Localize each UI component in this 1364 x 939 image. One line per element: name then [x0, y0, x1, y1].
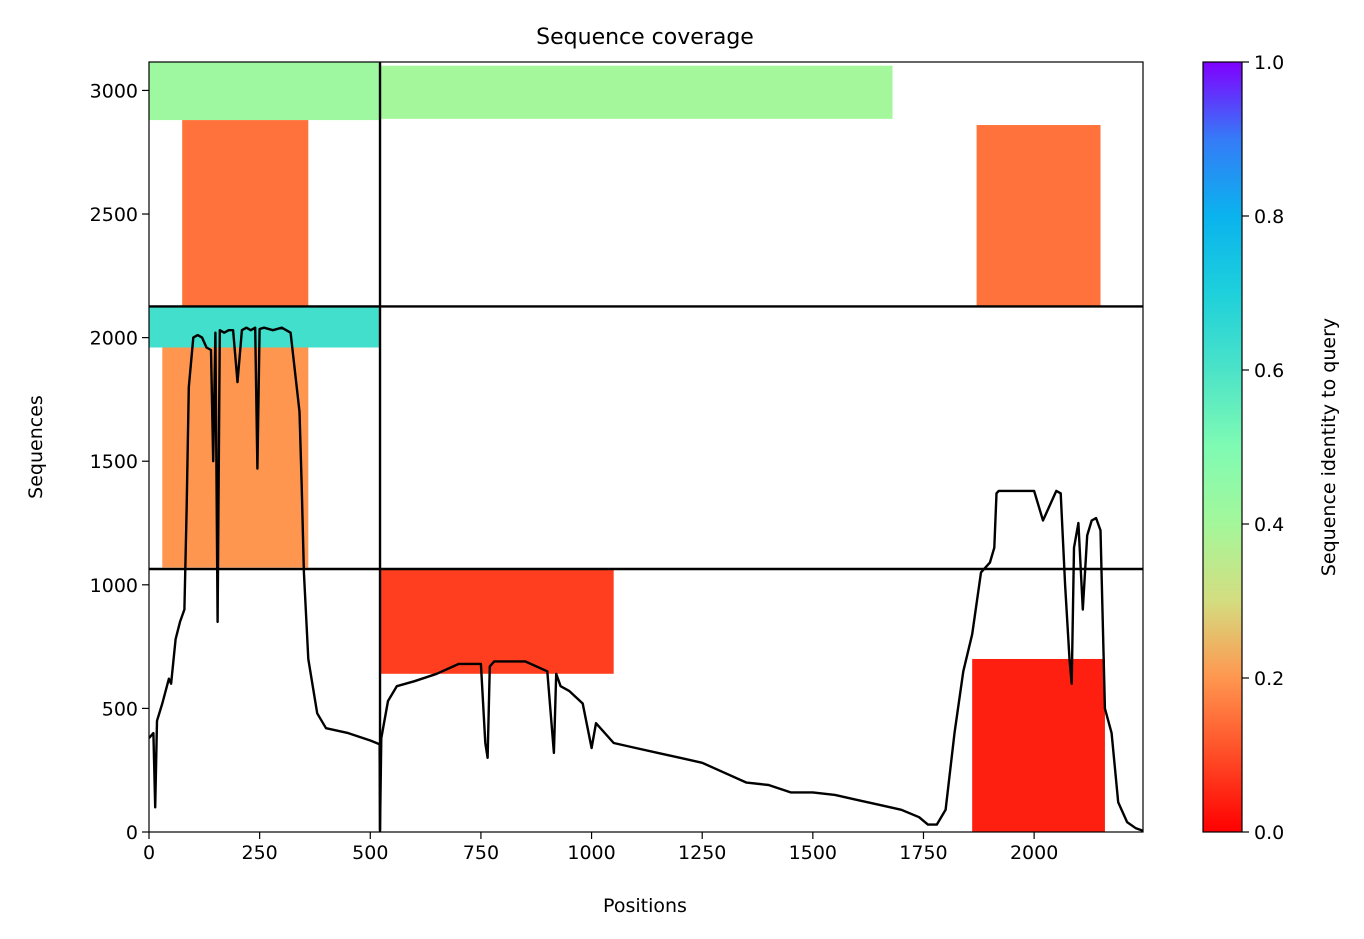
colorbar-tick-label: 0.2	[1254, 668, 1284, 690]
colorbar-tick-label: 0.8	[1254, 206, 1284, 228]
chart-title: Sequence coverage	[536, 25, 754, 50]
y-axis-label: Sequences	[25, 395, 47, 499]
x-tick-label: 0	[143, 842, 155, 864]
x-axis: 0 250 500 750 1000 1250 1500 1750 2000	[143, 832, 1058, 864]
coverage-block	[972, 658, 1105, 832]
colorbar: 0.0 0.2 0.4 0.6 0.8 1.0 Sequence identity to …	[1202, 52, 1340, 844]
coverage-block	[182, 120, 309, 306]
section-boundaries	[149, 62, 1143, 832]
y-tick-label: 500	[102, 698, 138, 720]
x-tick-label: 1000	[567, 842, 615, 864]
colorbar-tick-label: 0.6	[1254, 360, 1284, 382]
x-tick-label: 1250	[678, 842, 726, 864]
coverage-block	[380, 568, 614, 674]
colorbar-bar	[1202, 61, 1243, 833]
y-tick-label: 1500	[90, 451, 138, 473]
x-tick-label: 1500	[789, 842, 837, 864]
y-tick-label: 2500	[90, 204, 138, 226]
coverage-blocks	[149, 62, 1105, 832]
colorbar-tick-label: 1.0	[1254, 52, 1284, 74]
x-tick-label: 500	[352, 842, 388, 864]
coverage-block	[976, 125, 1101, 306]
x-tick-label: 250	[242, 842, 278, 864]
colorbar-label: Sequence identity to query	[1318, 318, 1340, 576]
x-tick-label: 750	[463, 842, 499, 864]
plot-area	[148, 61, 1144, 833]
colorbar-tick-label: 0.4	[1254, 514, 1284, 536]
x-axis-label: Positions	[603, 895, 687, 917]
x-tick-label: 2000	[1010, 842, 1058, 864]
y-axis: 0 500 1000 1500 2000 2500 3000	[90, 80, 149, 844]
coverage-block	[380, 65, 893, 119]
coverage-line	[149, 326, 1143, 832]
colorbar-tick-label: 0.0	[1254, 822, 1284, 844]
x-tick-label: 1750	[899, 842, 947, 864]
colorbar-ticks: 0.0 0.2 0.4 0.6 0.8 1.0	[1242, 52, 1284, 844]
y-tick-label: 0	[126, 822, 138, 844]
y-tick-label: 3000	[90, 80, 138, 102]
coverage-block	[149, 62, 381, 121]
y-tick-label: 1000	[90, 575, 138, 597]
y-tick-label: 2000	[90, 328, 138, 350]
coverage-block	[162, 347, 309, 568]
plot-frame	[148, 61, 1144, 833]
